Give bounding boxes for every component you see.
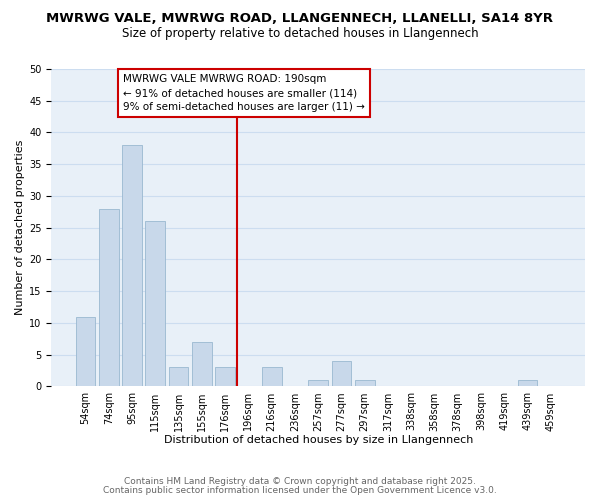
Bar [262, 368, 281, 386]
Bar [76, 316, 95, 386]
Bar [332, 361, 352, 386]
Text: Contains HM Land Registry data © Crown copyright and database right 2025.: Contains HM Land Registry data © Crown c… [124, 477, 476, 486]
Text: MWRWG VALE, MWRWG ROAD, LLANGENNECH, LLANELLI, SA14 8YR: MWRWG VALE, MWRWG ROAD, LLANGENNECH, LLA… [47, 12, 554, 26]
Text: Size of property relative to detached houses in Llangennech: Size of property relative to detached ho… [122, 28, 478, 40]
X-axis label: Distribution of detached houses by size in Llangennech: Distribution of detached houses by size … [164, 435, 473, 445]
Text: MWRWG VALE MWRWG ROAD: 190sqm
← 91% of detached houses are smaller (114)
9% of s: MWRWG VALE MWRWG ROAD: 190sqm ← 91% of d… [123, 74, 365, 112]
Text: Contains public sector information licensed under the Open Government Licence v3: Contains public sector information licen… [103, 486, 497, 495]
Bar [355, 380, 374, 386]
Bar [145, 222, 165, 386]
Bar [169, 368, 188, 386]
Bar [192, 342, 212, 386]
Y-axis label: Number of detached properties: Number of detached properties [15, 140, 25, 316]
Bar [215, 368, 235, 386]
Bar [518, 380, 538, 386]
Bar [99, 208, 119, 386]
Bar [122, 145, 142, 386]
Bar [308, 380, 328, 386]
